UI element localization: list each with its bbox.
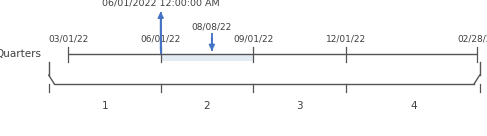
Text: 02/28/23: 02/28/23 <box>457 35 487 44</box>
Text: 09/01/22: 09/01/22 <box>233 35 273 44</box>
Text: 3: 3 <box>296 101 303 111</box>
Text: Quarters: Quarters <box>0 49 41 59</box>
Text: 2: 2 <box>204 101 210 111</box>
Text: 06/01/22: 06/01/22 <box>141 35 181 44</box>
Bar <box>161 54 253 61</box>
Text: 1: 1 <box>101 101 108 111</box>
Text: 06/01/2022 12:00:00 AM: 06/01/2022 12:00:00 AM <box>102 0 220 7</box>
Text: 12/01/22: 12/01/22 <box>326 35 366 44</box>
Text: 08/08/22: 08/08/22 <box>192 23 232 32</box>
Text: 03/01/22: 03/01/22 <box>48 35 88 44</box>
Text: 4: 4 <box>411 101 417 111</box>
